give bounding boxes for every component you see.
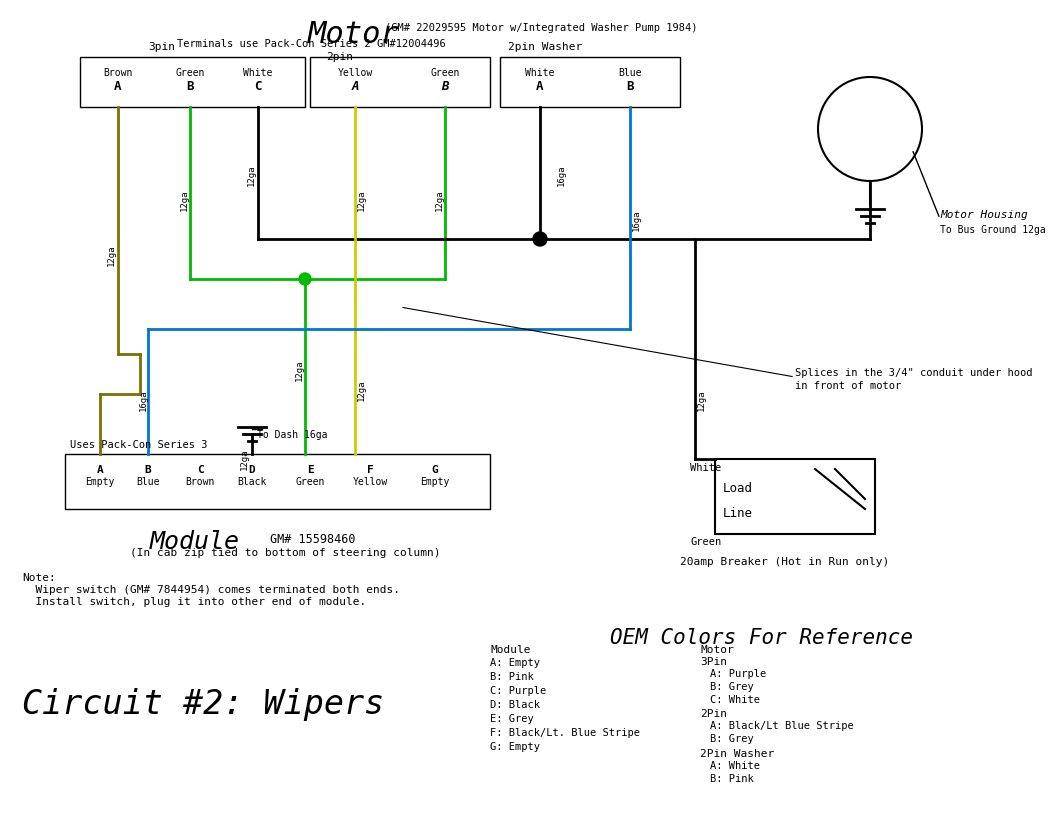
Text: Green: Green bbox=[176, 68, 205, 78]
Text: B: Grey: B: Grey bbox=[710, 733, 754, 743]
Text: Module: Module bbox=[490, 645, 531, 654]
Text: 3pin: 3pin bbox=[148, 42, 176, 52]
Text: 2pin Washer: 2pin Washer bbox=[508, 42, 582, 52]
Text: Green: Green bbox=[430, 68, 459, 78]
Text: (In cab zip tied to bottom of steering column): (In cab zip tied to bottom of steering c… bbox=[130, 547, 440, 557]
Text: Empty: Empty bbox=[85, 477, 115, 486]
Text: 3Pin: 3Pin bbox=[700, 656, 727, 666]
Text: Wiper switch (GM# 7844954) comes terminated both ends.: Wiper switch (GM# 7844954) comes termina… bbox=[22, 584, 400, 595]
Text: 2Pin Washer: 2Pin Washer bbox=[700, 748, 775, 758]
Text: B: Grey: B: Grey bbox=[710, 681, 754, 691]
Text: To Bus Ground 12ga: To Bus Ground 12ga bbox=[940, 224, 1046, 235]
Text: C: White: C: White bbox=[710, 695, 760, 704]
Text: (GM# 22029595 Motor w/Integrated Washer Pump 1984): (GM# 22029595 Motor w/Integrated Washer … bbox=[385, 23, 698, 33]
Text: Blue: Blue bbox=[137, 477, 160, 486]
Text: 12ga: 12ga bbox=[294, 359, 304, 380]
Text: Green: Green bbox=[295, 477, 325, 486]
Text: G: G bbox=[432, 464, 438, 474]
Text: OEM Colors For Reference: OEM Colors For Reference bbox=[610, 627, 913, 647]
Bar bbox=[310, 58, 490, 108]
Text: E: Grey: E: Grey bbox=[490, 713, 534, 723]
Text: Uses Pack-Con Series 3: Uses Pack-Con Series 3 bbox=[70, 440, 207, 450]
Text: A: A bbox=[351, 80, 358, 93]
Text: B: B bbox=[186, 80, 193, 93]
Text: A: A bbox=[115, 80, 122, 93]
Text: 2Pin: 2Pin bbox=[700, 708, 727, 718]
Text: D: D bbox=[249, 464, 255, 474]
Text: B: B bbox=[441, 80, 449, 93]
Text: Blue: Blue bbox=[618, 68, 642, 78]
Text: Terminals use Pack-Con Series 2 GM#12004496: Terminals use Pack-Con Series 2 GM#12004… bbox=[177, 39, 446, 49]
Text: Motor: Motor bbox=[700, 645, 734, 654]
Text: in front of motor: in front of motor bbox=[795, 381, 902, 391]
Bar bbox=[500, 58, 680, 108]
Text: 20amp Breaker (Hot in Run only): 20amp Breaker (Hot in Run only) bbox=[680, 556, 889, 566]
Text: A: Purple: A: Purple bbox=[710, 668, 766, 678]
Text: 12ga: 12ga bbox=[180, 189, 188, 210]
Bar bbox=[65, 455, 490, 509]
Text: White: White bbox=[526, 68, 555, 78]
Text: 12ga: 12ga bbox=[697, 389, 705, 410]
Text: B: B bbox=[626, 80, 634, 93]
Text: A: Black/Lt Blue Stripe: A: Black/Lt Blue Stripe bbox=[710, 720, 853, 730]
Text: Load: Load bbox=[723, 482, 753, 495]
Text: Yellow: Yellow bbox=[352, 477, 388, 486]
Text: A: White: A: White bbox=[710, 760, 760, 770]
Text: C: C bbox=[197, 464, 204, 474]
Text: F: Black/Lt. Blue Stripe: F: Black/Lt. Blue Stripe bbox=[490, 727, 640, 737]
Text: To Dash 16ga: To Dash 16ga bbox=[257, 429, 328, 440]
Text: B: Pink: B: Pink bbox=[490, 672, 534, 681]
Text: Brown: Brown bbox=[185, 477, 214, 486]
Text: Motor: Motor bbox=[308, 20, 399, 49]
Text: B: B bbox=[145, 464, 151, 474]
Text: G: Empty: G: Empty bbox=[490, 741, 540, 751]
Circle shape bbox=[298, 274, 311, 286]
Text: Module: Module bbox=[150, 529, 240, 554]
Text: E: E bbox=[307, 464, 313, 474]
Text: F: F bbox=[367, 464, 373, 474]
Text: Install switch, plug it into other end of module.: Install switch, plug it into other end o… bbox=[22, 596, 366, 606]
Text: Note:: Note: bbox=[22, 572, 56, 582]
Text: C: C bbox=[254, 80, 262, 93]
Text: Motor Housing: Motor Housing bbox=[940, 210, 1028, 219]
Text: 12ga: 12ga bbox=[356, 378, 366, 400]
Text: Splices in the 3/4" conduit under hood: Splices in the 3/4" conduit under hood bbox=[795, 368, 1032, 378]
Text: A: A bbox=[97, 464, 103, 474]
Bar bbox=[80, 58, 305, 108]
Text: 12ga: 12ga bbox=[106, 244, 116, 265]
Bar bbox=[715, 459, 875, 534]
Text: Line: Line bbox=[723, 506, 753, 519]
Text: GM# 15598460: GM# 15598460 bbox=[270, 532, 355, 545]
Text: 16ga: 16ga bbox=[556, 164, 565, 186]
Text: 2pin: 2pin bbox=[327, 52, 353, 62]
Text: 12ga: 12ga bbox=[247, 164, 255, 186]
Circle shape bbox=[533, 233, 547, 247]
Text: 12ga: 12ga bbox=[240, 448, 248, 469]
Text: D: Black: D: Black bbox=[490, 699, 540, 709]
Text: Circuit #2: Wipers: Circuit #2: Wipers bbox=[22, 687, 385, 720]
Text: 12ga: 12ga bbox=[434, 189, 444, 210]
Text: Empty: Empty bbox=[420, 477, 450, 486]
Text: 16ga: 16ga bbox=[139, 389, 147, 410]
Text: A: Empty: A: Empty bbox=[490, 657, 540, 667]
Text: White: White bbox=[244, 68, 272, 78]
Text: White: White bbox=[691, 463, 721, 473]
Text: C: Purple: C: Purple bbox=[490, 686, 547, 695]
Text: A: A bbox=[536, 80, 543, 93]
Text: 12ga: 12ga bbox=[356, 189, 366, 210]
Text: Green: Green bbox=[691, 536, 721, 546]
Text: Black: Black bbox=[238, 477, 267, 486]
Text: 16ga: 16ga bbox=[632, 209, 640, 230]
Text: Yellow: Yellow bbox=[337, 68, 373, 78]
Text: Brown: Brown bbox=[103, 68, 132, 78]
Text: B: Pink: B: Pink bbox=[710, 773, 754, 783]
